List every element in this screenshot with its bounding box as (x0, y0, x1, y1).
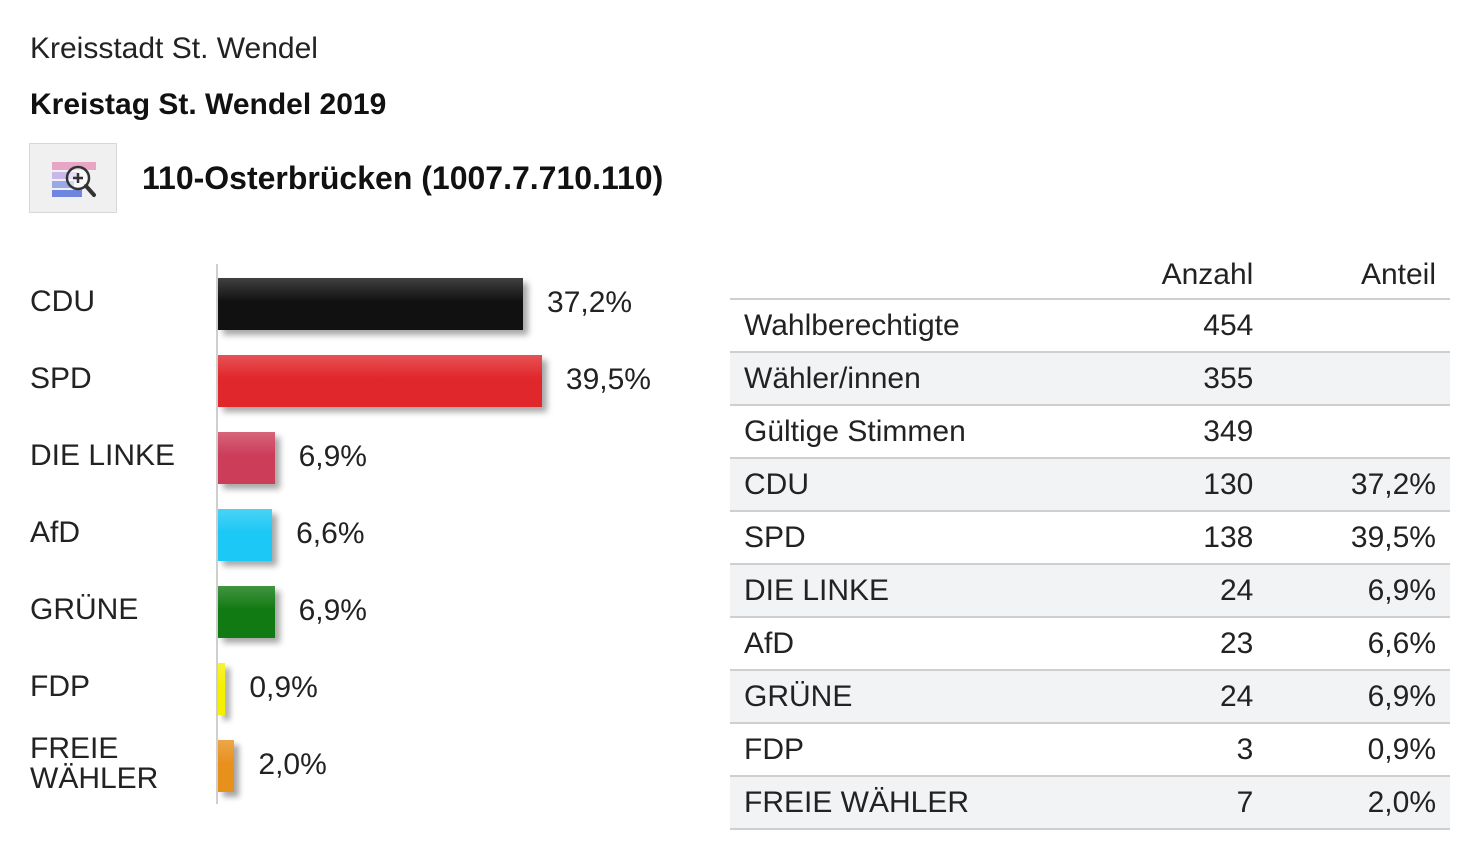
bar-value-label: 37,2% (547, 286, 633, 319)
bar-value-label: 39,5% (565, 363, 651, 396)
row-name: CDU (730, 458, 1086, 512)
zoom-button[interactable] (29, 143, 117, 213)
table-header-row: Anzahl Anteil (730, 252, 1450, 300)
bar-label: DIE LINKE (30, 439, 176, 472)
row-share: 39,5% (1267, 511, 1450, 565)
table-row: Wähler/innen 355 (730, 352, 1450, 406)
bar-value-label: 6,9% (298, 594, 367, 627)
row-name: SPD (730, 511, 1086, 565)
bar-label: SPD (30, 362, 92, 395)
row-count: 130 (1085, 458, 1268, 512)
bar-value-label: 6,9% (298, 440, 367, 473)
row-count: 23 (1085, 617, 1268, 671)
bar (218, 278, 524, 330)
bar-value-label: 2,0% (258, 748, 327, 781)
table-row: DIE LINKE 24 6,9% (730, 564, 1450, 618)
row-name: Wahlberechtigte (730, 299, 1086, 353)
bar-label: FDP (30, 670, 90, 703)
row-name: DIE LINKE (730, 564, 1086, 618)
results-table: Anzahl Anteil Wahlberechtigte 454 Wähler/i… (730, 252, 1450, 830)
table-header-share: Anteil (1267, 252, 1450, 300)
table-header-count: Anzahl (1085, 252, 1268, 300)
row-share: 0,9% (1267, 723, 1450, 777)
bar-label: CDU (30, 285, 95, 318)
row-share: 37,2% (1267, 458, 1450, 512)
row-count: 3 (1085, 723, 1268, 777)
row-name: FDP (730, 723, 1086, 777)
table-header-name (730, 252, 1086, 300)
table-row: Wahlberechtigte 454 (730, 299, 1450, 353)
bar-label: AfD (30, 516, 81, 549)
row-count: 7 (1085, 776, 1268, 830)
row-count: 355 (1085, 352, 1268, 406)
magnifier-zoom-icon (52, 162, 96, 197)
table-row: CDU 130 37,2% (730, 458, 1450, 512)
row-count: 24 (1085, 670, 1268, 724)
table-row: SPD 138 39,5% (730, 511, 1450, 565)
row-name: AfD (730, 617, 1086, 671)
municipality-title: Kreisstadt St. Wendel (30, 32, 318, 65)
row-share: 6,6% (1267, 617, 1450, 671)
row-share: 6,9% (1267, 564, 1450, 618)
bar (218, 432, 275, 484)
bar-label: GRÜNE (30, 593, 139, 626)
table-row: FDP 3 0,9% (730, 723, 1450, 777)
row-share: 2,0% (1267, 776, 1450, 830)
row-name: GRÜNE (730, 670, 1086, 724)
bar (218, 355, 542, 407)
row-share (1267, 299, 1450, 353)
party-share-chart: CDU 37,2% SPD 39,5% DIE LINKE 6,9% AfD 6,6% GRÜN… (0, 0, 700, 849)
bar (218, 740, 235, 792)
bar (218, 509, 273, 561)
bar-value-label: 0,9% (249, 671, 318, 704)
chart-axis (216, 264, 218, 804)
row-share (1267, 405, 1450, 459)
row-share: 6,9% (1267, 670, 1450, 724)
row-name: FREIE WÄHLER (730, 776, 1086, 830)
table-row: FREIE WÄHLER 7 2,0% (730, 776, 1450, 830)
row-count: 24 (1085, 564, 1268, 618)
district-title: 110-Osterbrücken (1007.7.710.110) (142, 160, 664, 196)
row-name: Wähler/innen (730, 352, 1086, 406)
row-share (1267, 352, 1450, 406)
bar-label: FREIE WÄHLER (30, 732, 159, 795)
election-title: Kreistag St. Wendel 2019 (30, 88, 387, 121)
row-count: 349 (1085, 405, 1268, 459)
row-name: Gültige Stimmen (730, 405, 1086, 459)
row-count: 454 (1085, 299, 1268, 353)
bar (218, 586, 275, 638)
row-count: 138 (1085, 511, 1268, 565)
table-row: GRÜNE 24 6,9% (730, 670, 1450, 724)
table-row: AfD 23 6,6% (730, 617, 1450, 671)
bar (218, 663, 226, 715)
table-row: Gültige Stimmen 349 (730, 405, 1450, 459)
bar-value-label: 6,6% (296, 517, 365, 550)
